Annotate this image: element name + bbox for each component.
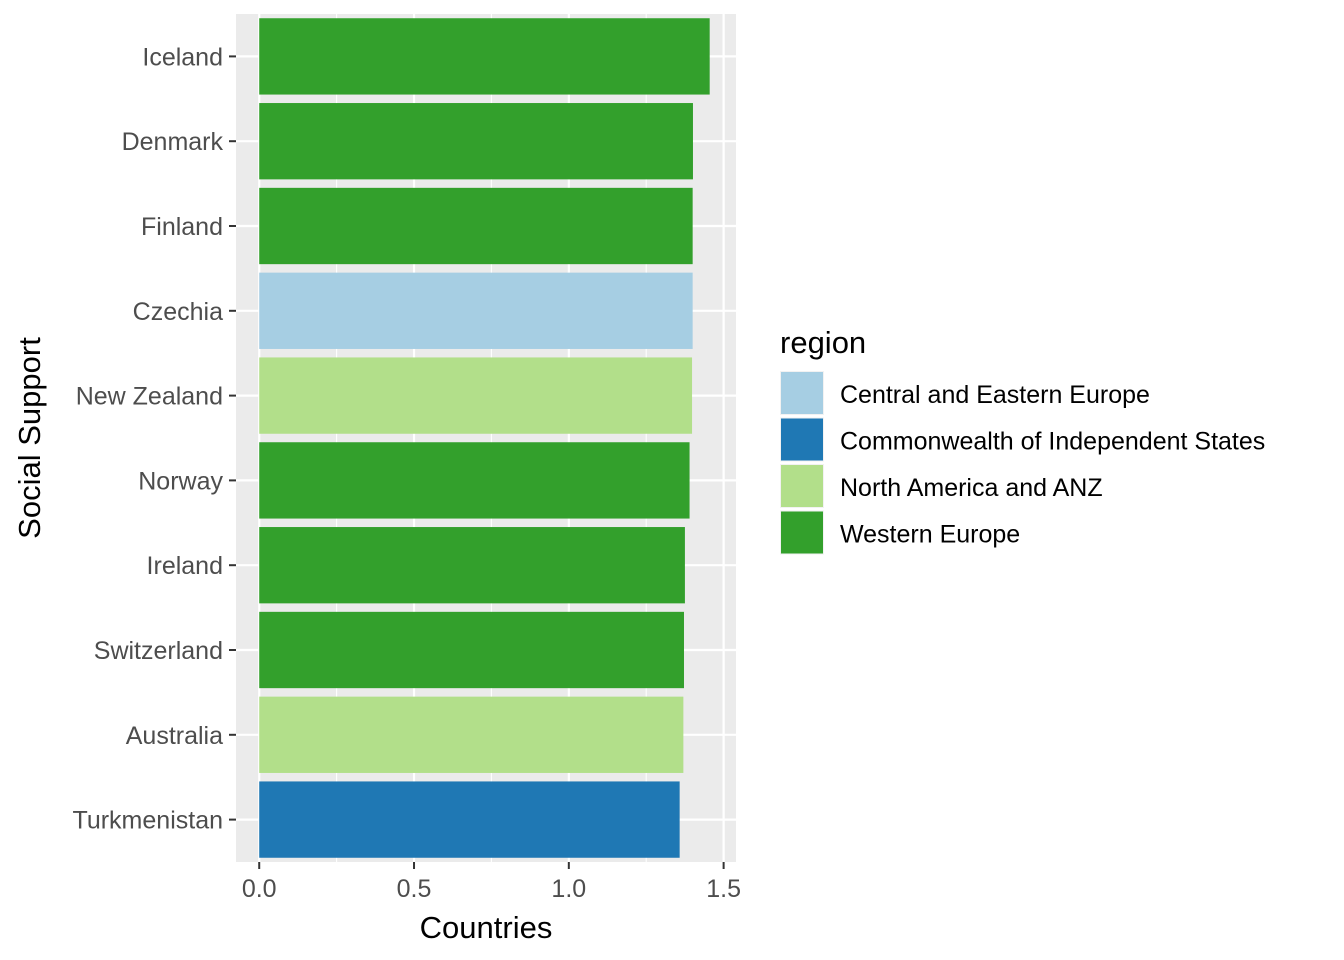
legend-swatch [781, 418, 823, 461]
legend-swatch [781, 465, 823, 507]
x-axis-title: Countries [420, 910, 553, 945]
y-axis-title: Social Support [12, 337, 47, 539]
legend-swatch [781, 372, 823, 414]
x-tick-label: 1.0 [551, 875, 586, 903]
bar-finland [259, 187, 693, 265]
bar-iceland [259, 18, 710, 95]
bar-australia [259, 696, 684, 773]
x-tick-label: 0.5 [397, 875, 432, 903]
legend-swatch [781, 511, 823, 554]
x-tick-label: 0.0 [242, 875, 277, 903]
y-axis: Iceland Denmark Finland Czechia New Zealand N… [72, 43, 236, 835]
legend-title: region [780, 325, 866, 360]
legend-label: Central and Eastern Europe [840, 381, 1150, 409]
bar-new-zealand [259, 357, 693, 434]
y-tick-label: Norway [138, 467, 223, 495]
y-tick-label: Turkmenistan [72, 807, 223, 835]
y-tick-label: Ireland [147, 552, 223, 580]
bar-turkmenistan [259, 781, 680, 858]
y-tick-label: New Zealand [76, 383, 223, 411]
y-tick-label: Switzerland [94, 637, 223, 665]
bar-denmark [259, 103, 693, 180]
y-tick-label: Australia [126, 722, 223, 750]
y-tick-label: Iceland [142, 43, 223, 71]
legend: region Central and Eastern Europe Commonw… [780, 325, 1265, 555]
y-tick-label: Czechia [133, 298, 223, 326]
legend-label: Western Europe [840, 521, 1020, 549]
x-tick-label: 1.5 [706, 875, 741, 903]
y-tick-label: Finland [141, 213, 223, 241]
legend-label: Commonwealth of Independent States [840, 428, 1265, 456]
bar-norway [259, 442, 690, 519]
legend-label: North America and ANZ [840, 474, 1103, 502]
bar-ireland [259, 527, 685, 604]
bar-czechia [259, 272, 693, 349]
y-tick-label: Denmark [122, 128, 224, 156]
bar-switzerland [259, 611, 684, 689]
bars [259, 18, 710, 858]
x-axis: 0.0 0.5 1.0 1.5 [242, 862, 741, 903]
